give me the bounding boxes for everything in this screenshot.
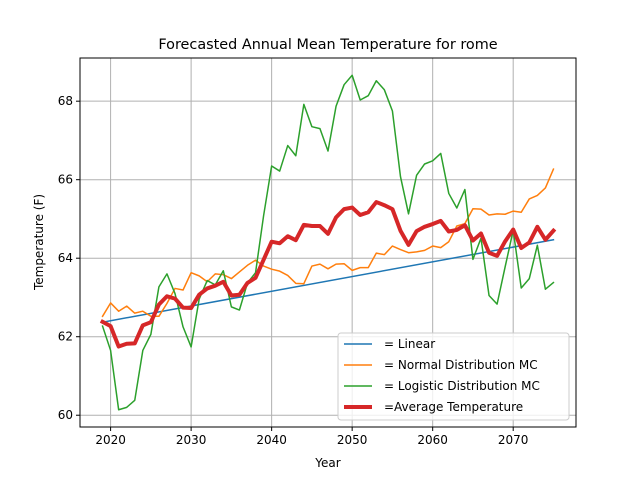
series-line-1 bbox=[101, 168, 555, 318]
series-line-2 bbox=[101, 74, 555, 411]
y-tick-label: 68 bbox=[58, 94, 73, 108]
y-tick-label: 62 bbox=[58, 330, 73, 344]
series-line-0 bbox=[101, 238, 555, 324]
series-lines bbox=[99, 74, 557, 411]
y-axis-ticks: 60 62 64 66 68 bbox=[58, 94, 80, 422]
series-line-3 bbox=[99, 200, 557, 349]
legend-label-3: =Average Temperature bbox=[384, 400, 523, 414]
x-tick-label: 2050 bbox=[337, 433, 368, 447]
legend-label-1: = Normal Distribution MC bbox=[384, 358, 538, 372]
y-axis-label: Temperature (F) bbox=[32, 194, 46, 291]
y-tick-label: 66 bbox=[58, 173, 73, 187]
legend-box bbox=[337, 332, 570, 421]
chart-title: Forecasted Annual Mean Temperature for r… bbox=[158, 37, 497, 53]
legend-label-0: = Linear bbox=[384, 337, 435, 351]
y-tick-label: 64 bbox=[58, 251, 73, 265]
x-tick-label: 2040 bbox=[256, 433, 287, 447]
x-tick-label: 2060 bbox=[417, 433, 448, 447]
x-tick-label: 2020 bbox=[95, 433, 126, 447]
x-tick-label: 2030 bbox=[176, 433, 207, 447]
plot-frame bbox=[79, 57, 577, 428]
legend: = Linear = Normal Distribution MC = Logi… bbox=[337, 332, 570, 421]
legend-label-2: = Logistic Distribution MC bbox=[384, 379, 540, 393]
grid bbox=[80, 58, 576, 427]
x-tick-label: 2070 bbox=[498, 433, 529, 447]
x-axis-label: Year bbox=[314, 456, 340, 470]
y-tick-label: 60 bbox=[58, 408, 73, 422]
x-axis-ticks: 2020 2030 2040 2050 2060 2070 bbox=[95, 427, 528, 447]
